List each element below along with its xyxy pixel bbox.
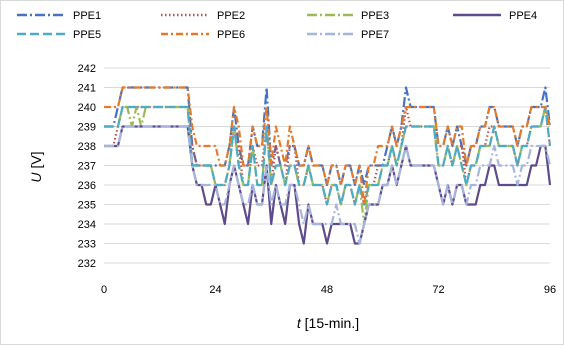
y-tick-label: 234 bbox=[78, 219, 96, 231]
y-tick-label: 236 bbox=[78, 180, 96, 192]
y-tick-label: 238 bbox=[78, 141, 96, 153]
y-tick-label: 237 bbox=[78, 161, 96, 173]
series-line-ppe2 bbox=[104, 105, 552, 206]
x-tick-label: 0 bbox=[101, 284, 107, 296]
x-tick-label: 24 bbox=[209, 284, 221, 296]
y-tick-label: 242 bbox=[78, 63, 96, 75]
legend-label: PPE5 bbox=[73, 29, 101, 41]
x-axis-label: t [15-min.] bbox=[297, 315, 359, 331]
legend-label: PPE7 bbox=[361, 29, 389, 41]
series-lines bbox=[104, 86, 552, 245]
legend-item-ppe2: PPE2 bbox=[161, 10, 245, 22]
legend-label: PPE1 bbox=[73, 10, 101, 22]
y-tick-label: 239 bbox=[78, 122, 96, 134]
x-tick-labels: 0 24 48 72 96 bbox=[101, 284, 556, 296]
y-tick-label: 232 bbox=[78, 258, 96, 270]
legend-item-ppe1: PPE1 bbox=[17, 10, 101, 22]
legend-item-ppe5: PPE5 bbox=[17, 29, 101, 41]
legend-label: PPE3 bbox=[361, 10, 389, 22]
y-tick-label: 235 bbox=[78, 200, 96, 212]
series-line-ppe1 bbox=[104, 86, 552, 187]
legend: PPE1 PPE2 PPE3 PPE4 PPE5 PPE6 PPE7 bbox=[17, 10, 537, 41]
series-line-ppe5 bbox=[104, 105, 552, 206]
y-axis-label: U [V] bbox=[28, 151, 44, 182]
y-tick-label: 233 bbox=[78, 239, 96, 251]
series-line-ppe7 bbox=[104, 125, 552, 245]
legend-item-ppe7: PPE7 bbox=[307, 29, 389, 41]
legend-item-ppe6: PPE6 bbox=[161, 29, 245, 41]
y-tick-labels: 232 233 234 235 236 237 238 239 240 241 242 bbox=[78, 63, 96, 270]
legend-label: PPE2 bbox=[217, 10, 245, 22]
x-tick-label: 48 bbox=[321, 284, 333, 296]
legend-item-ppe4: PPE4 bbox=[453, 10, 537, 22]
legend-label: PPE6 bbox=[217, 29, 245, 41]
x-tick-label: 72 bbox=[432, 284, 444, 296]
series-line-ppe4 bbox=[104, 125, 552, 245]
legend-label: PPE4 bbox=[509, 10, 537, 22]
x-tick-label: 96 bbox=[544, 284, 556, 296]
legend-item-ppe3: PPE3 bbox=[307, 10, 389, 22]
y-tick-label: 240 bbox=[78, 102, 96, 114]
y-tick-label: 241 bbox=[78, 83, 96, 95]
series-line-ppe3 bbox=[104, 105, 552, 226]
